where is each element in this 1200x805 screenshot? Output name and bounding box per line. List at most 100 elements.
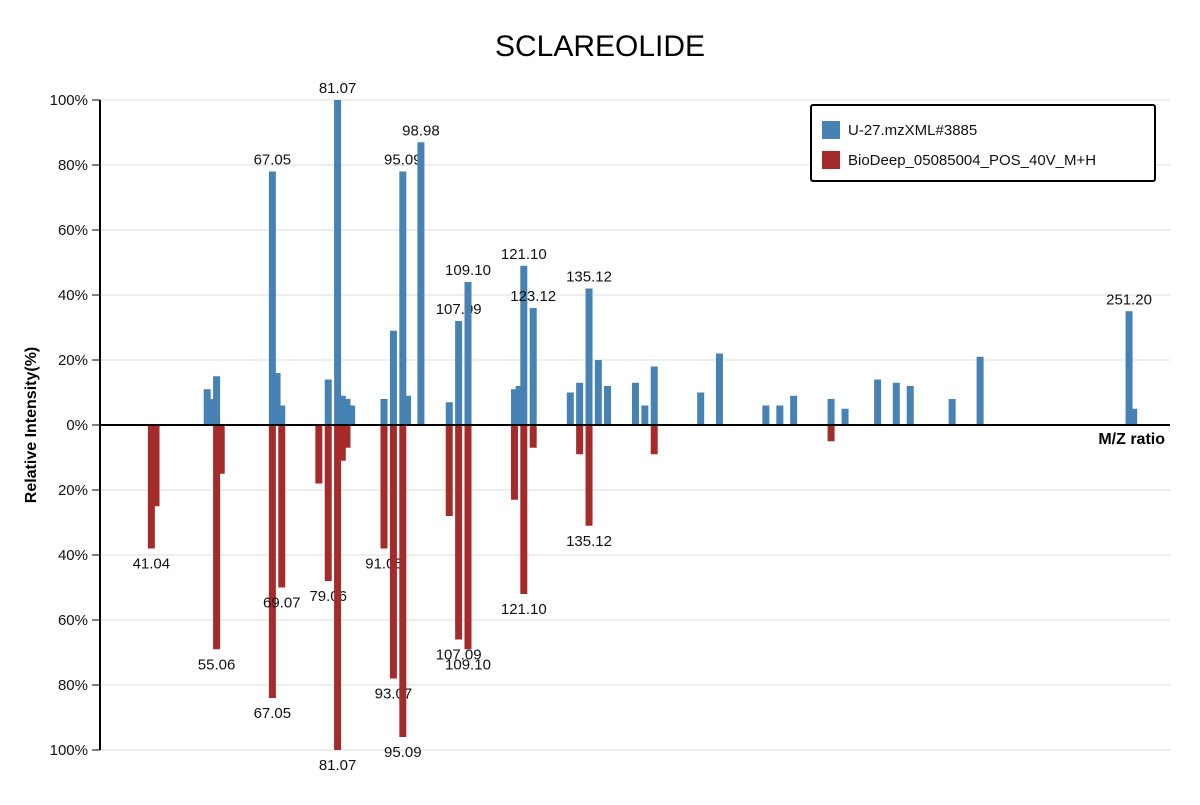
query-peak-bar	[1130, 408, 1138, 425]
reference-peak-bar	[510, 425, 518, 500]
query-peak-bar	[417, 142, 425, 425]
reference-peak-bar	[585, 425, 593, 526]
y-tick-label: 100%	[50, 92, 88, 109]
reference-peak-bar	[315, 425, 323, 484]
query-peak-bar	[445, 402, 453, 425]
query-peak-bar	[641, 405, 649, 425]
query-peak-bar	[343, 399, 351, 425]
query-peak-label: 121.10	[501, 246, 547, 263]
reference-peak-bar	[529, 425, 537, 448]
query-peak-label: 95.09	[384, 152, 422, 169]
query-peak-bar	[948, 399, 956, 425]
query-peak-bar	[604, 386, 612, 425]
reference-peak-bar	[278, 425, 286, 588]
query-peak-bar	[650, 366, 658, 425]
reference-peak-bar	[324, 425, 332, 581]
reference-peak-bar	[650, 425, 658, 455]
query-peak-label: 251.20	[1106, 291, 1152, 308]
query-peak-bar	[762, 405, 770, 425]
legend: U-27.mzXML#3885 BioDeep_05085004_POS_40V…	[810, 104, 1156, 182]
query-peak-bar	[464, 282, 472, 425]
query-peak-bar	[976, 356, 984, 425]
reference-peak-bar	[576, 425, 584, 455]
query-peak-label: 98.98	[402, 122, 440, 139]
query-peak-bar	[520, 265, 528, 425]
reference-peak-bar	[455, 425, 463, 640]
y-tick-label: 20%	[58, 482, 88, 499]
reference-peak-label: 121.10	[501, 601, 547, 618]
y-tick-label: 80%	[58, 157, 88, 174]
reference-peak-label: 41.04	[133, 556, 171, 573]
query-peak-bar	[338, 395, 346, 425]
query-peak-label: 109.10	[445, 262, 491, 279]
reference-peak-label: 135.12	[566, 533, 612, 550]
y-tick-label: 60%	[58, 222, 88, 239]
chart-title: SCLAREOLIDE	[494, 30, 706, 63]
legend-item-query: U-27.mzXML#3885	[822, 120, 977, 140]
query-peak-bar	[874, 379, 882, 425]
y-tick-label: 60%	[58, 612, 88, 629]
reference-peak-bar	[213, 425, 221, 650]
x-axis-label: M/Z ratio	[1098, 431, 1165, 448]
query-peak-bar	[585, 288, 593, 425]
query-peak-bar	[348, 405, 356, 425]
reference-peak-label: 69.07	[263, 595, 301, 612]
reference-peak-bar	[399, 425, 407, 737]
query-peak-bar	[1125, 311, 1133, 425]
reference-peak-label: 95.09	[384, 744, 422, 761]
reference-peak-bar	[268, 425, 276, 698]
reference-peak-bar	[464, 425, 472, 650]
reference-peak-bar	[343, 425, 351, 448]
query-peak-bar	[455, 321, 463, 425]
query-peak-bar	[715, 353, 723, 425]
y-tick-label: 80%	[58, 677, 88, 694]
legend-label-query: U-27.mzXML#3885	[848, 121, 978, 139]
reference-peak-bar	[389, 425, 397, 679]
query-peak-bar	[841, 408, 849, 425]
query-peak-bar	[594, 360, 602, 425]
query-peak-bar	[208, 399, 216, 425]
reference-peak-label: 79.06	[309, 588, 347, 605]
query-peak-bar	[399, 171, 407, 425]
reference-peak-label: 109.10	[445, 656, 491, 673]
query-peak-bar	[334, 100, 342, 425]
reference-peak-bar	[520, 425, 528, 594]
query-peak-bar	[529, 308, 537, 425]
y-tick-label: 20%	[58, 352, 88, 369]
query-peak-bar	[906, 386, 914, 425]
y-tick-label: 40%	[58, 287, 88, 304]
query-peak-bar	[515, 386, 523, 425]
reference-peak-bar	[334, 425, 342, 750]
query-peak-label: 67.05	[254, 152, 292, 169]
query-peak-bar	[892, 382, 900, 425]
query-peak-bar	[278, 405, 286, 425]
query-peak-bar	[776, 405, 784, 425]
reference-peak-bar	[152, 425, 160, 507]
query-peak-label: 123.12	[510, 288, 556, 305]
query-peak-bar	[268, 171, 276, 425]
query-peak-bar	[566, 392, 574, 425]
query-peak-bar	[273, 373, 281, 425]
reference-peak-label: 107.09	[436, 647, 482, 664]
reference-peak-label: 55.06	[198, 656, 236, 673]
query-peak-bar	[510, 389, 518, 425]
query-peak-label: 81.07	[319, 80, 357, 97]
query-peak-bar	[631, 382, 639, 425]
legend-swatch-reference	[822, 151, 840, 169]
y-tick-label: 40%	[58, 547, 88, 564]
reference-peak-bar	[217, 425, 225, 474]
reference-peak-bar	[380, 425, 388, 549]
query-peak-bar	[697, 392, 705, 425]
y-axis-label: Relative Intensity(%)	[23, 347, 40, 503]
reference-peak-bar	[147, 425, 155, 549]
legend-label-reference: BioDeep_05085004_POS_40V_M+H	[848, 151, 1097, 169]
legend-swatch-query	[822, 121, 840, 139]
reference-peak-bar	[827, 425, 835, 442]
query-peak-label: 107.09	[436, 301, 482, 318]
reference-peak-bar	[338, 425, 346, 461]
query-peak-bar	[389, 330, 397, 425]
reference-peak-bar	[445, 425, 453, 516]
query-peak-bar	[380, 399, 388, 425]
